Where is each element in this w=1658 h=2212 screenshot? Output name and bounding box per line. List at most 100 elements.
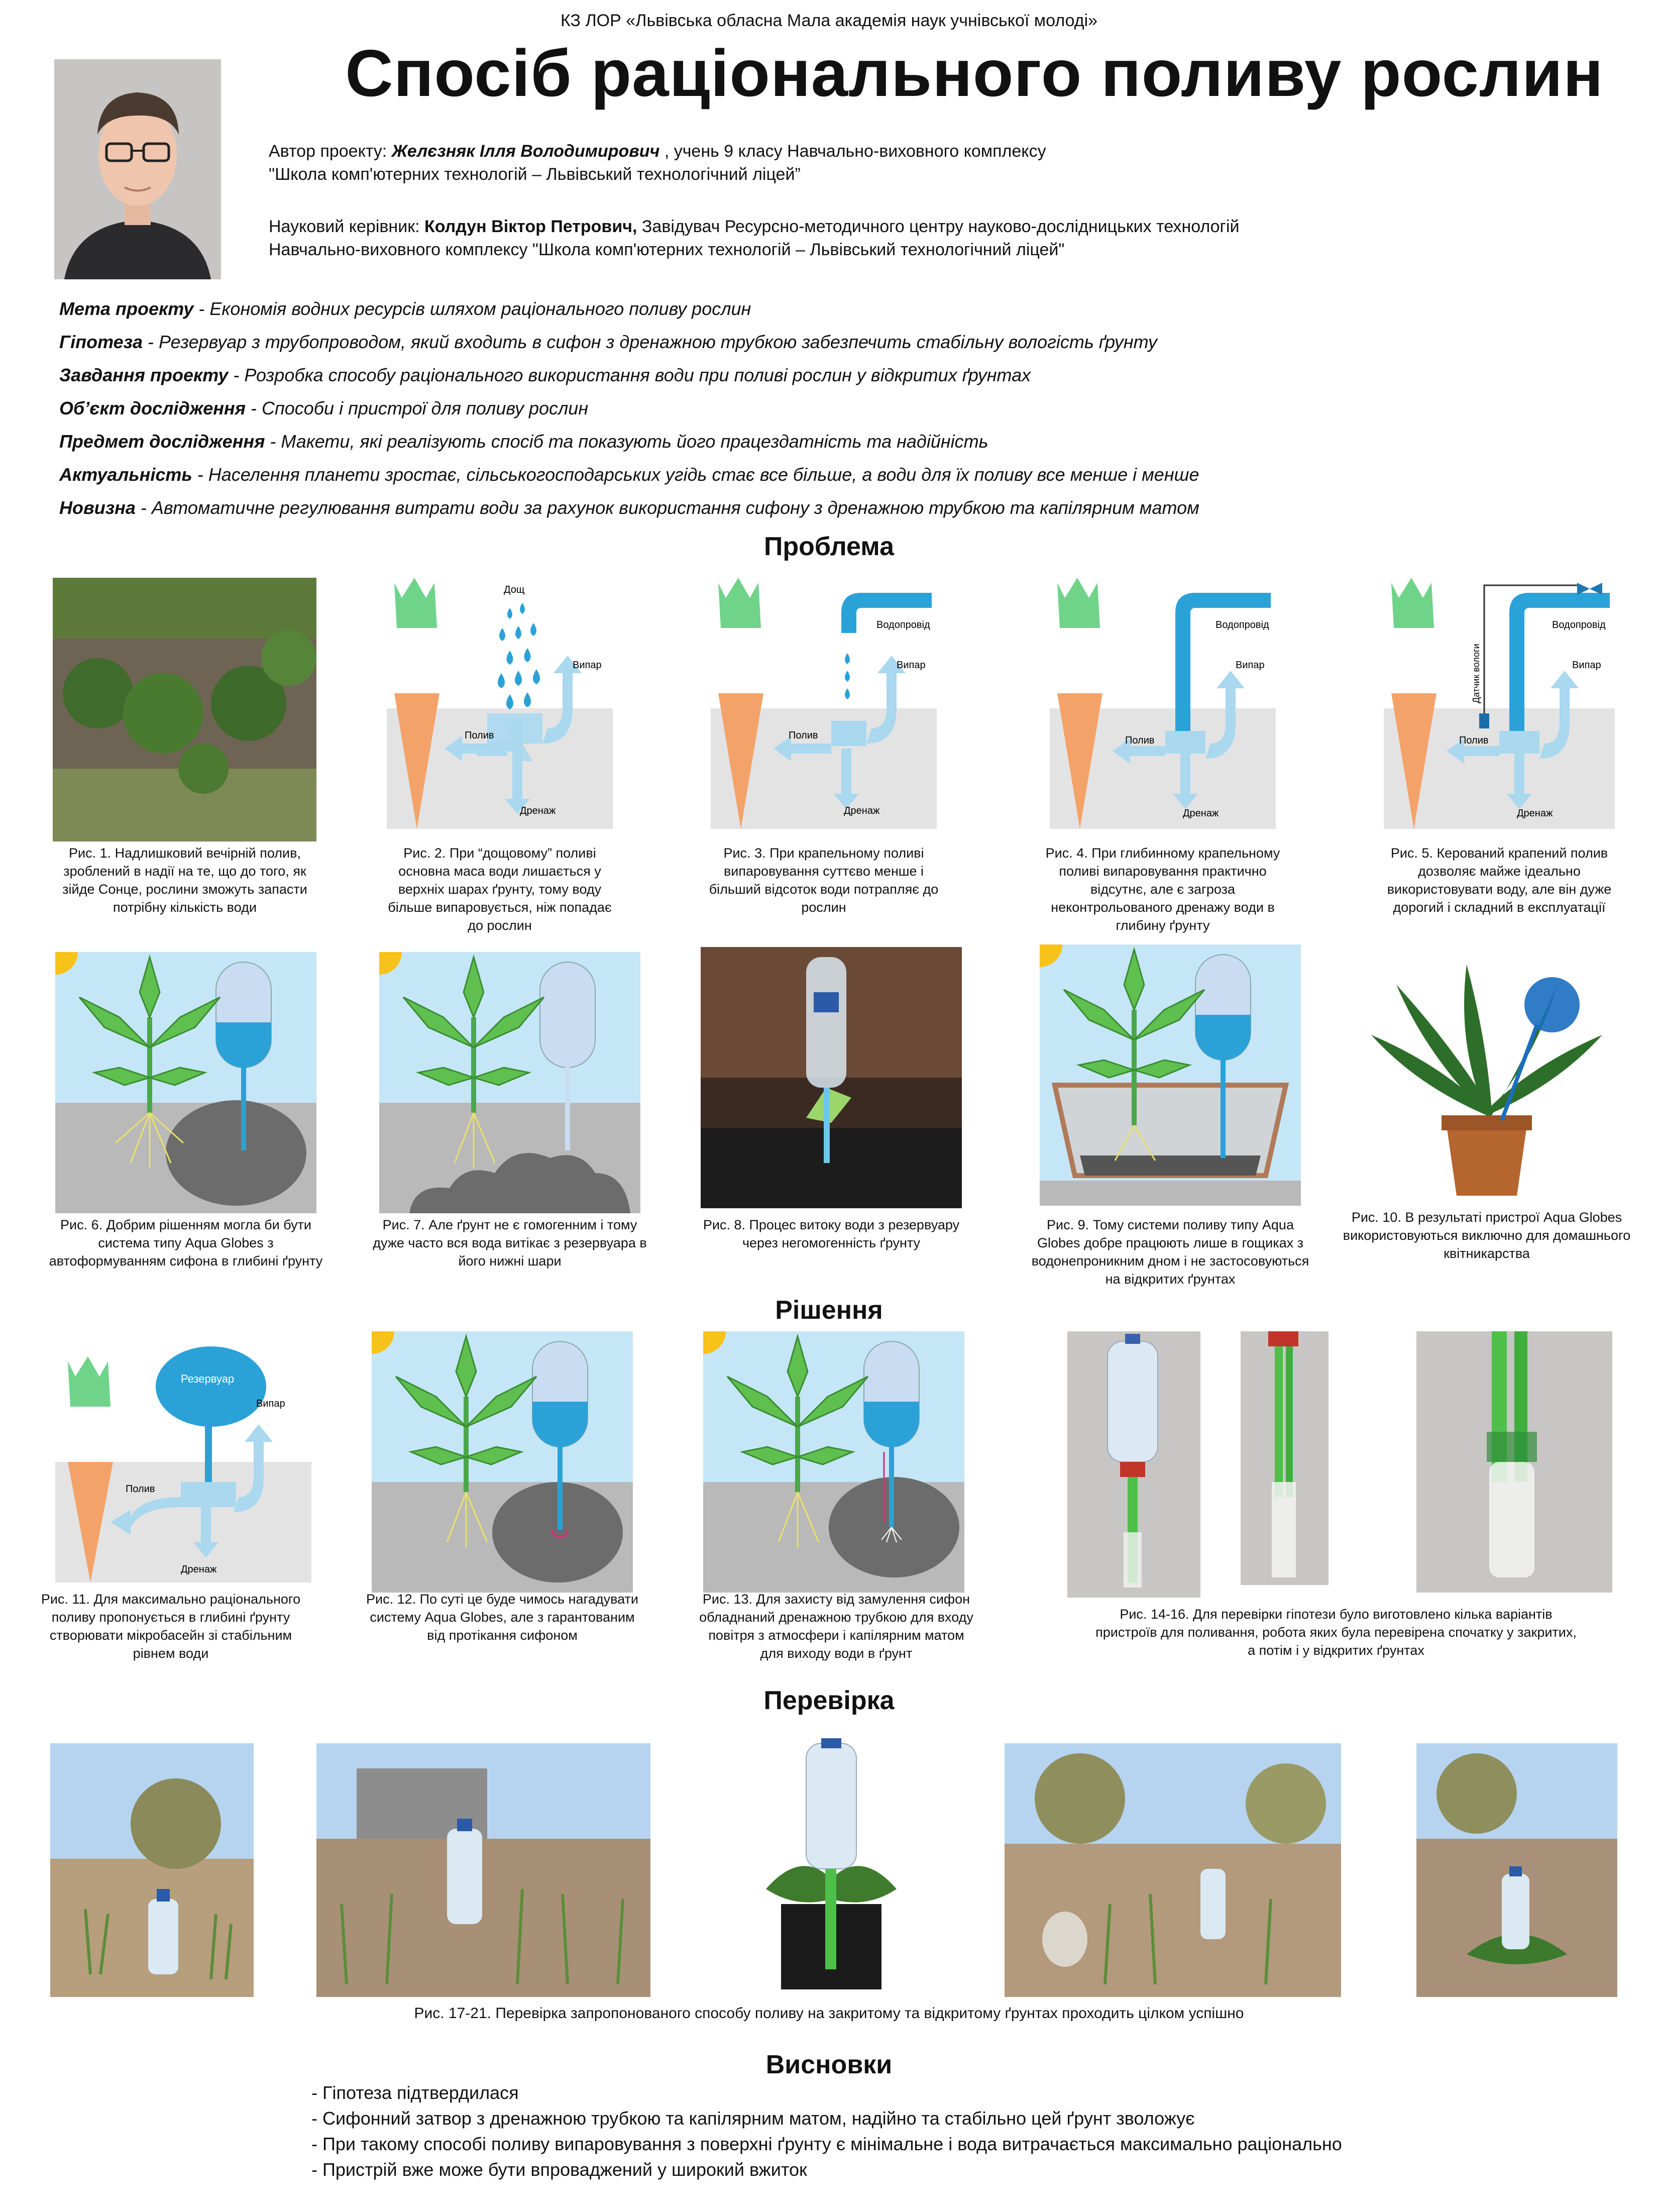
goal-item: Актуальність - Населення планети зростає… bbox=[59, 458, 1616, 491]
svg-text:Полив: Полив bbox=[126, 1484, 155, 1495]
goal-label: Об’єкт дослідження bbox=[59, 398, 246, 418]
svg-text:Полив: Полив bbox=[1459, 735, 1489, 746]
device-photo-2 bbox=[1241, 1331, 1329, 1585]
svg-text:Полив: Полив bbox=[465, 730, 494, 741]
goal-text: - Населення планети зростає, сільськогос… bbox=[192, 464, 1199, 485]
goal-text: - Економія водних ресурсів шляхом раціон… bbox=[193, 298, 751, 319]
goal-item: Предмет дослідження - Макети, які реаліз… bbox=[59, 425, 1616, 458]
field-photo-4 bbox=[1416, 1743, 1617, 1997]
supervisor-info: Науковий керівник: Колдун Віктор Петрови… bbox=[269, 215, 1625, 261]
author-rest: , учень 9 класу Навчально-виховного комп… bbox=[664, 142, 1046, 161]
bottle-leak-photo bbox=[701, 947, 962, 1208]
field-photo-2 bbox=[316, 1743, 650, 1997]
svg-text:Водопровід: Водопровід bbox=[876, 619, 930, 630]
goal-item: Гіпотеза - Резервуар з трубопроводом, як… bbox=[59, 326, 1616, 359]
section-title-solution: Рішення bbox=[775, 1296, 883, 1325]
goal-text: - Розробка способу раціонального викорис… bbox=[228, 365, 1031, 385]
goal-item: Новизна - Автоматичне регулювання витрат… bbox=[59, 491, 1616, 524]
svg-text:Випар: Випар bbox=[897, 660, 926, 671]
caption-fig1: Рис. 1. Надлишковий вечірній полив, зроб… bbox=[62, 846, 307, 915]
page-title: Спосіб раціонального поливу рослин bbox=[345, 36, 1604, 110]
device-photo-1 bbox=[1067, 1331, 1200, 1598]
conclusion-item: - Пристрій вже може бути впроваджений у … bbox=[311, 2159, 807, 2180]
caption-fig5: Рис. 5. Керований крапений полив дозволя… bbox=[1387, 846, 1612, 915]
caption-fig13: Рис. 13. Для захисту від замулення сифон… bbox=[699, 1592, 973, 1661]
svg-text:Водопровід: Водопровід bbox=[1552, 619, 1606, 630]
supervisor-prefix: Науковий керівник: bbox=[269, 217, 420, 236]
caption-fig12: Рис. 12. По суті це буде чимось нагадува… bbox=[366, 1592, 638, 1643]
conclusion-item: - При такому способі поливу випаровуванн… bbox=[311, 2134, 1342, 2154]
caption-fig14-16: Рис. 14-16. Для перевірки гіпотези було … bbox=[1095, 1607, 1577, 1658]
supervisor-school: Навчально-виховного комплексу "Школа ком… bbox=[269, 240, 1065, 259]
svg-text:Полив: Полив bbox=[789, 730, 818, 741]
goal-label: Гіпотеза bbox=[59, 332, 143, 352]
goal-item: Мета проекту - Економія водних ресурсів … bbox=[59, 292, 1616, 326]
supervisor-name: Колдун Віктор Петрович, bbox=[424, 217, 637, 236]
goal-label: Завдання проекту bbox=[59, 365, 229, 385]
caption-fig9: Рис. 9. Тому системи поливу типу Aqua Gl… bbox=[1031, 1217, 1309, 1287]
goal-label: Новизна bbox=[59, 497, 136, 518]
pot-test-photo bbox=[736, 1738, 927, 1997]
caption-fig6: Рис. 6. Добрим рішенням могла би бути си… bbox=[49, 1217, 323, 1269]
goal-item: Завдання проекту - Розробка способу раці… bbox=[59, 359, 1616, 392]
svg-text:Дренаж: Дренаж bbox=[181, 1564, 217, 1575]
author-photo bbox=[54, 59, 221, 279]
conclusion-item: - Сифонний затвор з дренажною трубкою та… bbox=[311, 2108, 1195, 2129]
author-name: Желєзняк Ілля Володимирович bbox=[391, 142, 660, 161]
organization-name: КЗ ЛОР «Львівська обласна Мала академія … bbox=[560, 11, 1098, 30]
author-prefix: Автор проекту: bbox=[269, 142, 387, 161]
svg-text:Випар: Випар bbox=[1572, 660, 1601, 671]
supervisor-rest: Завідувач Ресурсно-методичного центру на… bbox=[641, 217, 1240, 236]
diagram-deep-drip: Водопровід Випар Полив Дренаж bbox=[1050, 578, 1276, 829]
goal-text: - Способи і пристрої для поливу рослин bbox=[245, 398, 589, 418]
device-photo-3 bbox=[1416, 1331, 1612, 1593]
svg-text:Водопровід: Водопровід bbox=[1215, 619, 1269, 630]
conclusion-item: - Гіпотеза підтвердилася bbox=[311, 2082, 519, 2103]
diagram-siphon-mat bbox=[703, 1331, 964, 1593]
diagram-aqua-globe-pot bbox=[1040, 944, 1301, 1206]
section-title-check: Перевірка bbox=[763, 1686, 895, 1715]
goal-text: - Автоматичне регулювання витрати води з… bbox=[135, 497, 1199, 518]
diagram-drip-watering: Водопровід Випар Полив Дренаж bbox=[711, 578, 937, 829]
svg-text:Дренаж: Дренаж bbox=[1183, 808, 1219, 819]
garden-photo bbox=[53, 578, 316, 841]
caption-fig10: Рис. 10. В результаті пристрої Aqua Glob… bbox=[1343, 1210, 1631, 1261]
goal-label: Актуальність bbox=[59, 464, 192, 485]
svg-text:Випар: Випар bbox=[573, 660, 602, 671]
goal-label: Предмет дослідження bbox=[59, 431, 265, 452]
diagram-micro-pool: Резервуар Випар Полив Дренаж bbox=[55, 1331, 311, 1583]
goal-text: - Макети, які реалізують спосіб та показ… bbox=[265, 431, 988, 452]
label-rain: Дощ bbox=[504, 584, 524, 595]
field-photo-3 bbox=[1005, 1743, 1341, 1997]
author-info: Автор проекту: Желєзняк Ілля Володимиров… bbox=[269, 140, 1625, 186]
field-photo-1 bbox=[50, 1743, 254, 1997]
houseplant-photo bbox=[1356, 955, 1617, 1206]
author-school: "Школа комп'ютерних технологій – Львівсь… bbox=[269, 165, 801, 184]
svg-text:Дренаж: Дренаж bbox=[844, 805, 880, 816]
diagram-controlled-drip: Датчик вологи Водопровід Випар Полив Дре… bbox=[1384, 578, 1615, 829]
caption-fig8: Рис. 8. Процес витоку води з резервуару … bbox=[703, 1217, 960, 1250]
caption-fig17-21: Рис. 17-21. Перевірка запропонованого сп… bbox=[414, 2005, 1244, 2022]
project-goals: Мета проекту - Економія водних ресурсів … bbox=[59, 292, 1616, 524]
svg-text:Датчик вологи: Датчик вологи bbox=[1471, 644, 1481, 703]
diagram-aqua-globe-leak bbox=[379, 952, 640, 1213]
label-reservoir: Резервуар bbox=[181, 1373, 234, 1385]
diagram-rain-watering: Дощ Випар Полив Дренаж bbox=[387, 578, 613, 829]
conclusions-list: - Гіпотеза підтвердилася - Сифонний затв… bbox=[311, 2080, 1617, 2182]
section-title-problem: Проблема bbox=[763, 532, 894, 561]
svg-text:Дренаж: Дренаж bbox=[520, 805, 556, 816]
svg-text:Полив: Полив bbox=[1125, 735, 1155, 746]
caption-fig11: Рис. 11. Для максимально раціонального п… bbox=[41, 1592, 301, 1661]
goal-item: Об’єкт дослідження - Способи і пристрої … bbox=[59, 392, 1616, 425]
goal-text: - Резервуар з трубопроводом, який входит… bbox=[143, 332, 1157, 352]
caption-fig3: Рис. 3. При крапельному поливі випаровув… bbox=[709, 846, 939, 915]
diagram-aqua-globe bbox=[55, 952, 316, 1213]
caption-fig4: Рис. 4. При глибинному крапельному полив… bbox=[1045, 846, 1280, 933]
svg-text:Випар: Випар bbox=[1236, 660, 1265, 671]
goal-label: Мета проекту bbox=[59, 298, 194, 319]
diagram-siphon bbox=[372, 1331, 633, 1593]
svg-text:Випар: Випар bbox=[256, 1398, 285, 1409]
caption-fig2: Рис. 2. При “дощовому” поливі основна ма… bbox=[388, 846, 612, 933]
svg-text:Дренаж: Дренаж bbox=[1517, 808, 1553, 819]
section-title-conclusions: Висновки bbox=[765, 2050, 893, 2079]
